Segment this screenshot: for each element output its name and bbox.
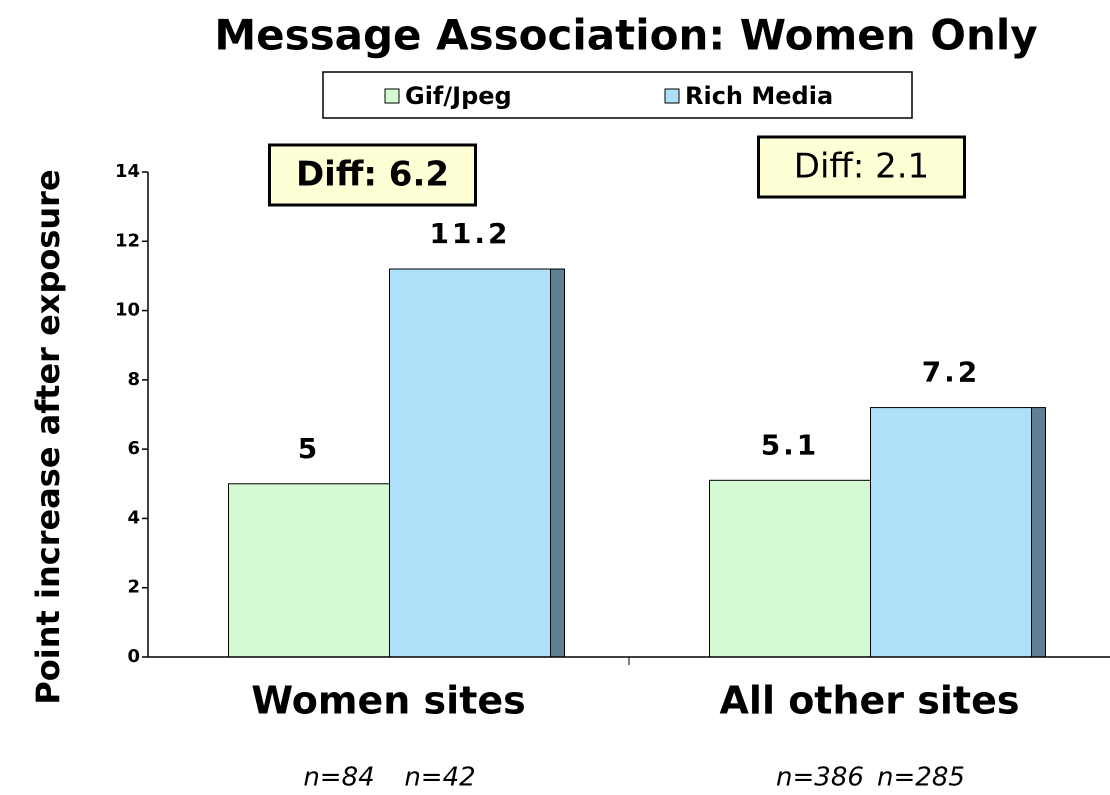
sample-label: n=84 <box>303 763 374 793</box>
value-label: 5.1 <box>761 428 820 461</box>
y-tick-label: 8 <box>127 369 140 390</box>
x-tick-label: Women sites <box>251 679 526 723</box>
bar-side <box>550 268 565 658</box>
x-tick-label: All other sites <box>720 679 1020 723</box>
bar <box>709 479 871 658</box>
value-label: 11.2 <box>429 217 510 250</box>
sample-label: n=42 <box>404 763 475 793</box>
legend-label: Rich Media <box>685 82 833 110</box>
legend-box <box>322 71 913 119</box>
diff-box <box>268 143 477 207</box>
bar <box>228 483 390 658</box>
y-tick-label: 4 <box>127 507 140 528</box>
diff-box <box>757 135 966 199</box>
y-tick-label: 10 <box>115 300 140 321</box>
legend-swatch <box>384 88 400 104</box>
y-tick-label: 6 <box>127 438 140 459</box>
y-tick-label: 2 <box>127 577 140 598</box>
y-tick-label: 12 <box>115 230 140 251</box>
legend-label: Gif/Jpeg <box>405 82 512 110</box>
value-label: 7.2 <box>922 356 981 389</box>
legend-swatch <box>664 88 680 104</box>
diff-label: Diff: 6.2 <box>296 155 449 195</box>
y-axis-label: Point increase after exposure <box>29 169 67 704</box>
diff-label: Diff: 2.1 <box>794 147 929 187</box>
sample-label: n=386 <box>776 763 864 793</box>
sample-label: n=285 <box>877 763 965 793</box>
bar-side <box>1031 407 1046 658</box>
bar <box>870 407 1032 658</box>
chart-title: Message Association: Women Only <box>214 11 1037 60</box>
bar <box>389 268 551 658</box>
y-tick-label: 14 <box>115 161 140 182</box>
y-tick-label: 0 <box>127 646 140 667</box>
value-label: 5 <box>298 432 320 465</box>
